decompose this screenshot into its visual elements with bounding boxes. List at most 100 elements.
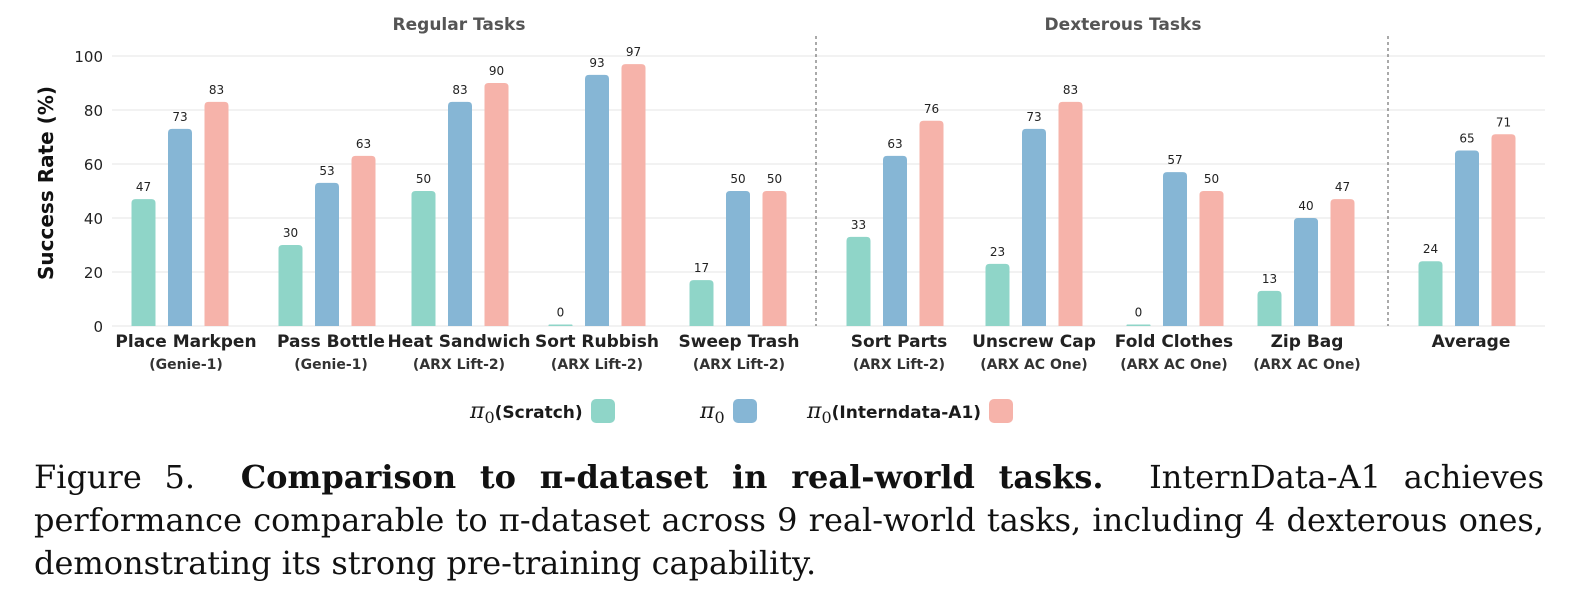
bar-value-label: 63 xyxy=(356,137,371,151)
bar-value-label: 83 xyxy=(209,83,224,97)
bar-value-label: 50 xyxy=(416,172,431,186)
bar xyxy=(411,191,436,326)
x-category-sublabel: (Genie-1) xyxy=(294,357,368,373)
x-category-sublabel: (ARX AC One) xyxy=(1120,357,1227,373)
x-category-label: Zip Bag xyxy=(1271,332,1344,352)
legend-swatch-interndata xyxy=(989,399,1014,423)
bar xyxy=(548,324,573,326)
bar xyxy=(1163,172,1187,326)
bar xyxy=(315,182,339,326)
bar-value-label: 97 xyxy=(626,45,641,59)
bar-value-label: 50 xyxy=(1204,172,1219,186)
x-category-label: Heat Sandwich xyxy=(388,332,531,352)
bar xyxy=(985,263,1010,326)
bar-value-label: 30 xyxy=(283,226,298,240)
group-header: Regular Tasks xyxy=(393,15,526,35)
legend-item-interndata: π0(Interndata-A1) xyxy=(807,396,1014,427)
bar-value-label: 13 xyxy=(1262,272,1277,286)
bar xyxy=(689,280,714,326)
bar-value-label: 65 xyxy=(1459,132,1474,146)
bar xyxy=(168,128,192,326)
bar xyxy=(726,191,750,326)
x-category-label: Unscrew Cap xyxy=(972,332,1096,352)
legend-label-pi0: π0 xyxy=(700,398,725,427)
y-tick-label: 0 xyxy=(93,318,103,336)
bar xyxy=(621,64,646,326)
bar-value-label: 24 xyxy=(1423,242,1438,256)
x-category-label: Sort Rubbish xyxy=(535,332,659,352)
bar-value-label: 0 xyxy=(557,306,565,320)
legend-item-pi0: π0 xyxy=(700,396,757,427)
group-header: Dexterous Tasks xyxy=(1045,15,1202,35)
bar xyxy=(351,155,376,326)
bar xyxy=(204,101,229,327)
bar-value-label: 50 xyxy=(767,172,782,186)
x-category-label: Place Markpen xyxy=(115,332,256,352)
caption-bold: Comparison to π-dataset in real-world ta… xyxy=(240,458,1104,496)
x-category-sublabel: (Genie-1) xyxy=(149,357,223,373)
bar xyxy=(585,74,609,327)
bar xyxy=(883,155,907,326)
bar-value-label: 47 xyxy=(136,180,151,194)
bar-value-label: 23 xyxy=(990,245,1005,259)
x-category-label: Fold Clothes xyxy=(1115,332,1233,352)
y-axis-label: Success Rate (%) xyxy=(34,86,58,280)
y-tick-label: 100 xyxy=(74,48,103,66)
bar-value-label: 73 xyxy=(1026,110,1041,124)
chart-area: 0 20 40 60 80 100 Success Rate (%) Regular Task… xyxy=(34,15,1545,373)
bar xyxy=(1199,191,1224,326)
x-category-sublabel: (ARX AC One) xyxy=(980,357,1087,373)
legend-swatch-scratch xyxy=(590,399,615,423)
bar xyxy=(1058,101,1083,327)
bar-value-label: 63 xyxy=(887,137,902,151)
x-category-label: Pass Bottle xyxy=(277,332,385,352)
bar xyxy=(1455,150,1479,326)
bar xyxy=(846,236,871,326)
bar-value-label: 53 xyxy=(319,164,334,178)
caption-prefix: Figure 5. xyxy=(34,458,196,496)
figure-caption: Figure 5. Comparison to π-dataset in rea… xyxy=(34,456,1544,585)
legend-item-scratch: π0(Scratch) xyxy=(470,396,615,427)
y-tick-label: 40 xyxy=(84,210,103,228)
bar-value-label: 90 xyxy=(489,64,504,78)
legend-label-scratch: π0(Scratch) xyxy=(470,398,583,427)
x-category-sublabel: (ARX AC One) xyxy=(1253,357,1360,373)
legend-label-interndata: π0(Interndata-A1) xyxy=(807,398,982,427)
x-category-sublabel: (ARX Lift-2) xyxy=(551,357,643,373)
bar-value-label: 76 xyxy=(924,102,939,116)
bar xyxy=(919,120,944,326)
bar-value-label: 83 xyxy=(452,83,467,97)
bar-value-label: 0 xyxy=(1135,306,1143,320)
bar xyxy=(131,199,156,326)
bar xyxy=(1330,199,1355,326)
legend-swatch-pi0 xyxy=(732,399,757,423)
y-tick-label: 20 xyxy=(84,264,103,282)
x-category-label: Sweep Trash xyxy=(679,332,800,352)
bar xyxy=(484,83,509,326)
bar xyxy=(1294,218,1318,326)
bar-value-label: 73 xyxy=(172,110,187,124)
bar-chart: 0 20 40 60 80 100 Success Rate (%) Regular Task… xyxy=(34,15,1545,373)
x-category-sublabel: (ARX Lift-2) xyxy=(853,357,945,373)
bar-value-label: 33 xyxy=(851,218,866,232)
bar-value-label: 83 xyxy=(1063,83,1078,97)
bar xyxy=(1126,324,1151,326)
bar-value-label: 50 xyxy=(730,172,745,186)
x-category-label: Average xyxy=(1432,332,1511,352)
caption-text: InternData-A1 achieves performance compa… xyxy=(34,458,1545,582)
y-tick-label: 80 xyxy=(84,102,103,120)
bar xyxy=(1491,134,1516,326)
x-category-sublabel: (ARX Lift-2) xyxy=(413,357,505,373)
bar-value-label: 57 xyxy=(1167,153,1182,167)
y-tick-label: 60 xyxy=(84,156,103,174)
bar-value-label: 17 xyxy=(694,261,709,275)
bar xyxy=(1022,128,1046,326)
x-category-sublabel: (ARX Lift-2) xyxy=(693,357,785,373)
bar xyxy=(1418,261,1443,326)
bar-value-label: 47 xyxy=(1335,180,1350,194)
bar xyxy=(1257,290,1282,326)
bar-value-label: 71 xyxy=(1496,115,1511,129)
x-category-label: Sort Parts xyxy=(851,332,947,352)
bar xyxy=(448,101,472,327)
bar xyxy=(762,191,787,326)
